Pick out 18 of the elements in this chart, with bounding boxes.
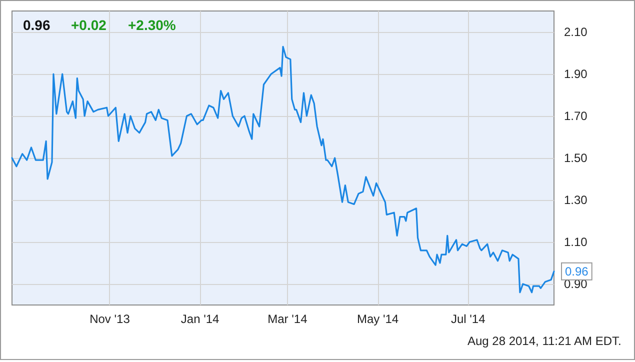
y-tick-label: 1.50 — [564, 151, 588, 165]
y-tick-label: 1.10 — [564, 235, 588, 249]
annotation: 0.96 — [565, 264, 589, 278]
x-tick-label: May '14 — [356, 312, 399, 326]
y-tick-label: 1.70 — [564, 109, 588, 123]
annotation: 0.96 — [23, 17, 50, 33]
x-tick-label: Nov '13 — [90, 312, 130, 326]
text: Aug 28 2014, 11:21 AM EDT. — [467, 334, 622, 348]
y-tick-label: 0.90 — [564, 277, 588, 291]
y-tick-label: 1.30 — [564, 193, 588, 207]
line-series — [11, 46, 555, 294]
annotation: +0.02 — [71, 17, 107, 33]
y-tick-label: 2.10 — [564, 25, 588, 39]
annotation: +2.30% — [128, 17, 176, 33]
y-tick-label: 1.90 — [564, 67, 588, 81]
x-tick-label: Mar '14 — [268, 312, 308, 326]
x-tick-label: Jul '14 — [450, 312, 486, 326]
x-tick-label: Jan '14 — [180, 312, 220, 326]
